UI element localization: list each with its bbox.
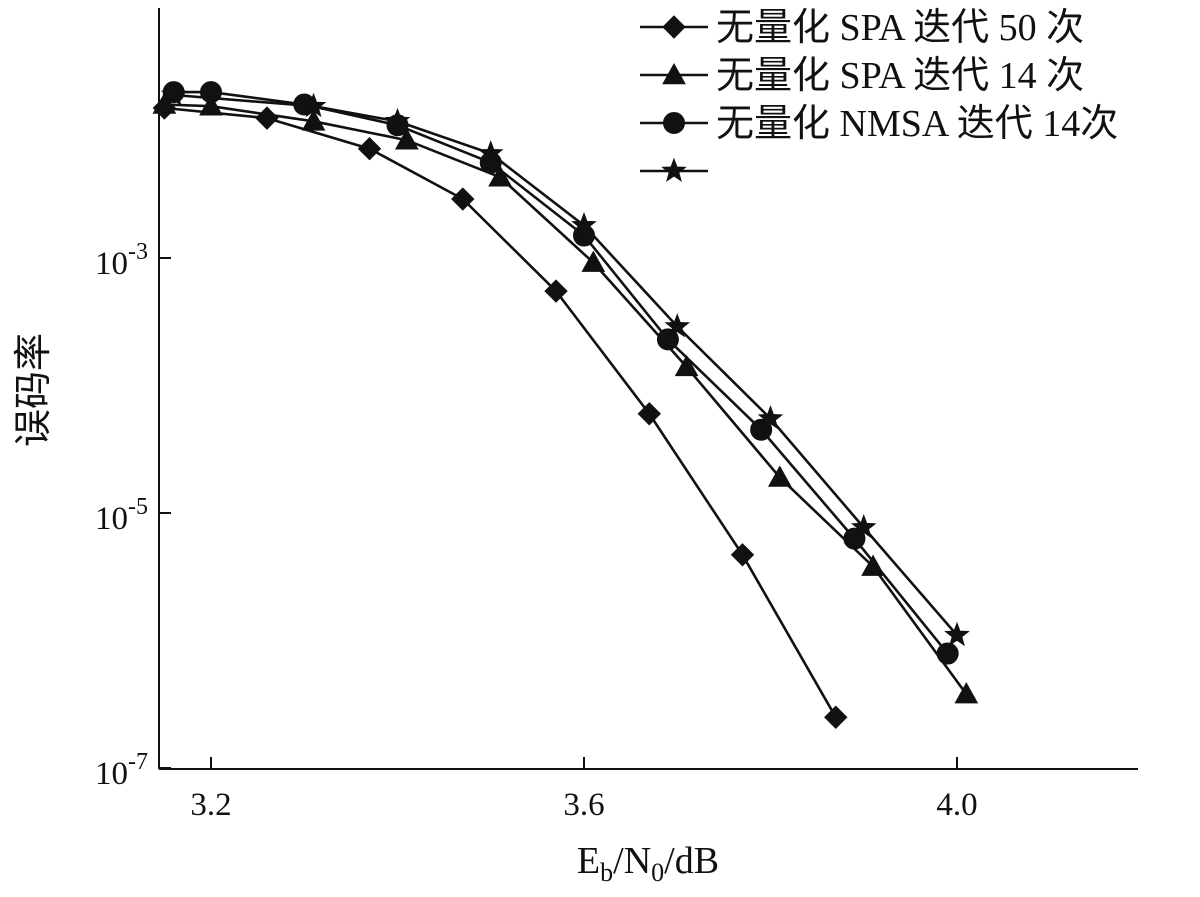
series-1-point-7 [767, 465, 792, 487]
series-1-point-1 [199, 94, 223, 116]
legend-label-0: 无量化 SPA 迭代 50 次 [716, 7, 1084, 49]
series-0-point-6 [730, 543, 755, 567]
y-tick-label-0: 10-3 [95, 239, 148, 282]
series-3-point-4 [571, 212, 597, 237]
series-0-point-7 [824, 705, 848, 729]
series-0-point-4 [544, 279, 568, 303]
x-tick-label-2: 4.0 [936, 787, 977, 823]
x-axis-title-slash: / [613, 840, 624, 882]
axes [158, 8, 1138, 770]
legend-marker-1 [662, 62, 686, 85]
series-0-point-1 [255, 106, 279, 130]
series-1-point-6 [674, 354, 699, 377]
x-axis-title-rest: /dB [664, 840, 719, 882]
series-1-point-2 [301, 109, 326, 131]
series-3-point-3 [477, 140, 504, 165]
series-1 [152, 92, 979, 704]
y-tick-label-exp-2: -7 [128, 749, 148, 775]
x-axis-title-sub-0: 0 [651, 858, 664, 887]
y-tick-label-exp-1: -5 [128, 494, 148, 520]
y-axis-title: 误码率 [13, 333, 55, 447]
series-line-0 [164, 106, 837, 718]
y-tick-label-1: 10-5 [95, 494, 148, 537]
series-1-point-0 [152, 92, 177, 114]
series-3-point-7 [850, 514, 877, 539]
y-tick-label-exp-0: -3 [128, 239, 148, 265]
x-axis-title-N: N [624, 840, 651, 882]
series-3 [160, 81, 970, 647]
series-3-point-5 [664, 313, 691, 338]
series-line-2 [173, 90, 949, 655]
series-3-point-6 [757, 405, 784, 430]
y-tick-label-base-1: 10 [95, 501, 128, 537]
series-1-point-9 [954, 682, 979, 704]
x-tick-label-1: 3.6 [563, 787, 604, 823]
legend-label-1: 无量化 SPA 迭代 14 次 [716, 55, 1084, 97]
legend-label-2: 无量化 NMSA 迭代 14次 [716, 103, 1118, 145]
x-axis-title-E: E [577, 840, 600, 882]
series-3-point-0 [160, 81, 187, 106]
y-tick-label-2: 10-7 [95, 749, 148, 792]
y-tick-label-base-2: 10 [95, 756, 128, 792]
tick-group: 3.2 3.6 4.010-310-510-7 [95, 239, 978, 823]
legend-marker-2 [663, 112, 685, 134]
series-1-point-4 [488, 165, 512, 187]
series-1-point-3 [394, 128, 419, 150]
series-group [152, 81, 979, 729]
series-2-point-9 [936, 642, 959, 665]
series-3-point-1 [300, 92, 327, 118]
legend-marker-0 [662, 15, 686, 39]
series-0-point-5 [637, 402, 661, 426]
series-0-point-2 [357, 136, 382, 161]
series-1-point-5 [581, 250, 606, 272]
x-tick-label-0: 3.2 [190, 787, 231, 823]
series-line-1 [164, 103, 968, 695]
x-axis-title-sub-b: b [600, 858, 613, 887]
legend-marker-3 [661, 157, 687, 182]
series-line-3 [173, 93, 958, 637]
series-2 [162, 81, 959, 665]
series-3-point-8 [944, 621, 970, 647]
series-3-point-2 [384, 107, 411, 133]
series-0-point-3 [451, 187, 475, 211]
y-tick-label-base-0: 10 [95, 246, 128, 282]
x-axis-title: Eb/N0/dB [577, 840, 719, 887]
